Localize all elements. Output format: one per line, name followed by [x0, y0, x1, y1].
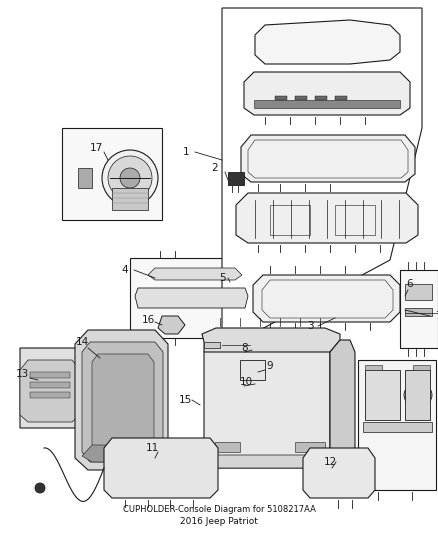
Text: 10: 10 — [240, 377, 253, 387]
Circle shape — [120, 168, 140, 188]
Text: 17: 17 — [89, 143, 102, 153]
Polygon shape — [413, 365, 430, 370]
Polygon shape — [240, 360, 265, 380]
Polygon shape — [254, 100, 400, 108]
Text: 6: 6 — [407, 279, 413, 289]
Polygon shape — [112, 188, 148, 210]
Polygon shape — [202, 328, 340, 352]
Text: 4: 4 — [122, 265, 128, 275]
Text: 9: 9 — [267, 361, 273, 371]
Polygon shape — [20, 348, 90, 428]
Polygon shape — [295, 442, 325, 452]
Text: 5: 5 — [219, 273, 225, 283]
Polygon shape — [335, 96, 347, 100]
Polygon shape — [135, 288, 248, 308]
Polygon shape — [363, 422, 432, 432]
Text: 7: 7 — [434, 311, 438, 321]
Ellipse shape — [120, 453, 160, 483]
Text: 11: 11 — [145, 443, 159, 453]
Ellipse shape — [227, 413, 263, 427]
Polygon shape — [82, 342, 163, 462]
Polygon shape — [204, 342, 220, 348]
Polygon shape — [78, 168, 92, 188]
Polygon shape — [365, 365, 382, 370]
Text: 12: 12 — [323, 457, 337, 467]
Ellipse shape — [221, 408, 269, 428]
Polygon shape — [253, 275, 400, 322]
Text: CUPHOLDER-Console Diagram for 5108217AA: CUPHOLDER-Console Diagram for 5108217AA — [123, 505, 315, 514]
Polygon shape — [20, 360, 80, 422]
Ellipse shape — [271, 408, 319, 428]
Text: 2016 Jeep Patriot: 2016 Jeep Patriot — [180, 518, 258, 527]
Polygon shape — [82, 445, 163, 462]
Polygon shape — [365, 370, 400, 420]
Polygon shape — [222, 8, 422, 330]
Bar — [62, 128, 162, 220]
Polygon shape — [236, 193, 418, 243]
Text: 8: 8 — [242, 343, 248, 353]
Polygon shape — [303, 448, 375, 498]
Polygon shape — [204, 342, 330, 468]
Bar — [358, 360, 436, 490]
Polygon shape — [330, 340, 355, 470]
Ellipse shape — [277, 413, 313, 427]
Polygon shape — [255, 20, 400, 64]
Ellipse shape — [318, 459, 358, 487]
Polygon shape — [158, 316, 185, 334]
Text: 1: 1 — [183, 147, 189, 157]
Ellipse shape — [172, 458, 200, 478]
Polygon shape — [30, 392, 70, 398]
Ellipse shape — [368, 383, 396, 407]
Bar — [400, 270, 438, 348]
Text: 15: 15 — [178, 395, 192, 405]
Text: 2: 2 — [212, 163, 218, 173]
Polygon shape — [244, 72, 410, 115]
Polygon shape — [30, 372, 70, 378]
Text: 16: 16 — [141, 315, 155, 325]
Ellipse shape — [126, 458, 154, 478]
Polygon shape — [30, 382, 70, 388]
Polygon shape — [104, 438, 218, 498]
Polygon shape — [148, 268, 242, 280]
Text: 13: 13 — [15, 369, 28, 379]
Circle shape — [35, 483, 45, 493]
Polygon shape — [92, 354, 154, 452]
Polygon shape — [241, 135, 415, 182]
Polygon shape — [275, 96, 287, 100]
Text: 14: 14 — [75, 337, 88, 347]
Polygon shape — [215, 442, 240, 452]
Polygon shape — [228, 172, 244, 185]
Text: 3: 3 — [307, 321, 313, 331]
Polygon shape — [75, 330, 168, 470]
Circle shape — [102, 150, 158, 206]
Polygon shape — [295, 96, 307, 100]
Polygon shape — [200, 455, 335, 468]
Polygon shape — [405, 370, 430, 420]
Polygon shape — [405, 284, 432, 300]
Polygon shape — [315, 96, 327, 100]
Circle shape — [108, 156, 152, 200]
Ellipse shape — [166, 453, 206, 483]
Ellipse shape — [404, 383, 432, 407]
Polygon shape — [405, 308, 432, 316]
Bar — [130, 258, 252, 338]
